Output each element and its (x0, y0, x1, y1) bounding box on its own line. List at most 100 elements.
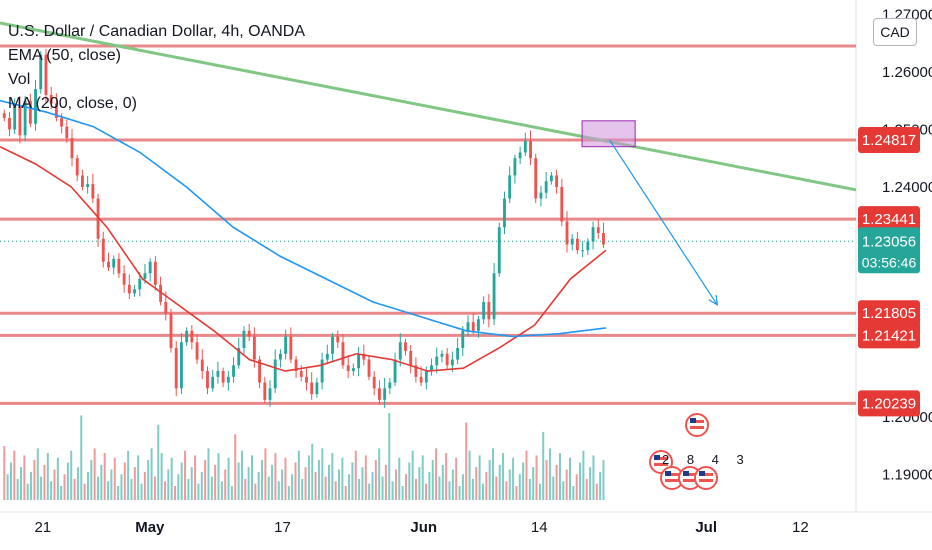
candle-body (86, 184, 90, 187)
candle-body (206, 371, 209, 389)
volume-bar (562, 481, 565, 500)
volume-bar (471, 478, 474, 500)
candle-body (575, 238, 579, 251)
volume-bar (224, 469, 227, 500)
volume-bar (545, 460, 548, 500)
volume-bar (160, 453, 163, 500)
economic-events[interactable]: 2 8 4 3 (662, 452, 751, 467)
candle-body (560, 186, 564, 222)
candle-body (596, 227, 600, 233)
level-price-tag (858, 126, 920, 153)
volume-bar (532, 467, 535, 500)
candle-body (284, 336, 288, 354)
currency-button[interactable]: CAD (873, 18, 917, 46)
volume-bar (344, 486, 347, 500)
candle-body (341, 342, 345, 366)
candle-body (503, 198, 506, 228)
volume-bar (240, 450, 243, 500)
level-price-tag (858, 206, 920, 233)
indicator-lines (0, 99, 607, 372)
candle-body (586, 241, 590, 251)
volume-bar (361, 467, 364, 500)
volume-bar (56, 457, 59, 500)
volume-bar (538, 483, 541, 500)
volume-bar (304, 467, 307, 500)
volume-bar (384, 464, 387, 500)
flag-canton (699, 471, 705, 476)
candle-body (570, 238, 574, 245)
candle-body (461, 330, 465, 349)
candle-body (34, 89, 37, 124)
time-tick-label: May (135, 519, 165, 536)
volume-bar (478, 455, 481, 500)
ma-legend[interactable]: MA (200, close, 0) (8, 95, 137, 112)
volume-bar (210, 476, 213, 500)
volume-bar (391, 481, 394, 500)
candle-body (305, 376, 308, 383)
volume-bar (50, 481, 53, 500)
volume-bar (43, 464, 46, 500)
volume-bar (184, 450, 187, 500)
volume-bar (331, 453, 334, 500)
volume-bar (338, 469, 341, 500)
time-tick-label: 21 (34, 519, 51, 536)
volume-bar (488, 460, 491, 500)
vol-legend[interactable]: Vol (8, 71, 31, 88)
candle-body (581, 250, 585, 252)
volume-bar (217, 453, 220, 500)
volume-bar (512, 457, 515, 500)
volume-bar (465, 422, 468, 500)
volume-bar (257, 471, 260, 500)
volume-bar (448, 481, 451, 500)
volume-bar (481, 483, 484, 500)
volume-bar (103, 453, 106, 500)
volume-bar (13, 450, 16, 500)
volume-bar (214, 464, 217, 500)
volume-bar (80, 415, 83, 500)
volume-bar (133, 467, 136, 500)
candle-body (28, 100, 32, 124)
volume-bar (227, 457, 230, 500)
candle-body (143, 273, 147, 280)
volume-bar (388, 413, 391, 500)
volume-bar (137, 455, 140, 500)
flag-stripe (654, 457, 668, 460)
volume-bar (107, 481, 110, 500)
candle-body (325, 353, 329, 360)
flag-canton (665, 471, 671, 476)
projection-arrow (608, 139, 718, 306)
ema-legend[interactable]: EMA (50, close) (8, 47, 121, 64)
volume-bar (321, 448, 324, 500)
candle-body (346, 365, 350, 372)
candle-body (409, 350, 413, 366)
candle-body (148, 261, 152, 274)
candle-body (60, 117, 64, 127)
candle-body (440, 353, 444, 357)
volume-bar (250, 455, 253, 500)
volume-bar (435, 448, 438, 500)
time-tick-label: 14 (531, 519, 548, 536)
volume-bar (23, 455, 26, 500)
volume-bar (157, 424, 160, 500)
candle-body (565, 221, 569, 245)
volume-bar (63, 474, 66, 500)
volume-bar (327, 464, 330, 500)
volume-bar (508, 469, 511, 500)
volume-bar (113, 457, 116, 500)
volume-bar (244, 478, 247, 500)
price-tick-label: 1.19000 (882, 467, 932, 484)
volume-bar (421, 455, 424, 500)
candle-body (388, 382, 392, 389)
candle-body (513, 158, 517, 176)
volume-bar (599, 471, 602, 500)
candle-body (299, 371, 303, 377)
candle-body (518, 152, 522, 159)
volume-bar (297, 450, 300, 500)
candle-body (273, 359, 277, 389)
volume-bar (475, 467, 478, 500)
volume-bar (317, 460, 320, 500)
us-flag-icon (685, 413, 709, 437)
volume-bar (26, 483, 29, 500)
candlesticks (2, 48, 605, 408)
